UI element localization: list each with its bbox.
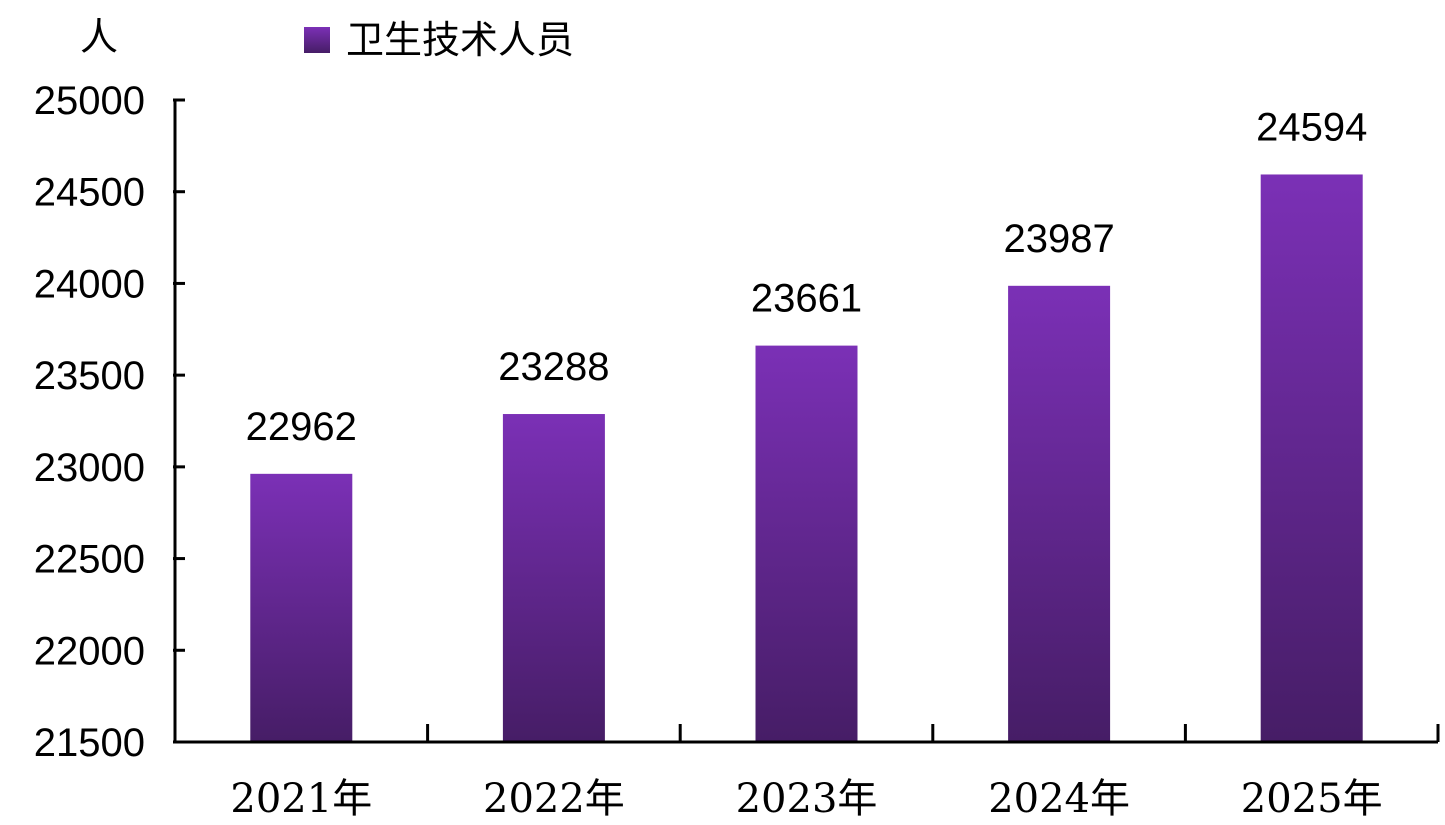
x-tick-label: 2023年 — [736, 776, 878, 822]
y-tick-label: 21500 — [34, 721, 145, 765]
legend: 卫生技术人员 — [304, 18, 574, 62]
y-tick-label: 23500 — [34, 354, 145, 398]
bar-5 — [1260, 174, 1363, 743]
data-label: 22962 — [246, 405, 357, 449]
data-label: 23288 — [498, 345, 609, 389]
bar-1 — [250, 473, 353, 742]
data-label: 23987 — [1003, 217, 1114, 261]
bars-group — [250, 174, 1363, 743]
y-tick-label: 24500 — [34, 171, 145, 215]
x-axis-ticks: 2021年 2022年 2023年 2024年 2025年 — [230, 724, 1440, 822]
data-labels-group: 22962 23288 23661 23987 24594 — [246, 105, 1368, 448]
y-tick-label: 23000 — [34, 446, 145, 490]
x-tick-label: 2024年 — [988, 776, 1130, 822]
bar-3 — [755, 345, 858, 742]
legend-swatch — [304, 27, 330, 53]
data-label: 23661 — [751, 277, 862, 321]
y-tick-label: 22500 — [34, 538, 145, 582]
data-label: 24594 — [1256, 105, 1367, 149]
x-tick-label: 2022年 — [483, 776, 625, 822]
y-axis-unit-label: 人 — [80, 15, 118, 59]
bar-2 — [502, 414, 605, 742]
y-tick-label: 24000 — [34, 262, 145, 306]
legend-label: 卫生技术人员 — [346, 18, 574, 62]
y-axis-ticks: 21500 22000 22500 23000 23500 24000 24500 25000 — [34, 79, 185, 765]
y-tick-label: 22000 — [34, 629, 145, 673]
x-tick-label: 2025年 — [1241, 776, 1383, 822]
bar-4 — [1008, 285, 1111, 742]
x-tick-label: 2021年 — [230, 776, 372, 822]
y-tick-label: 25000 — [34, 79, 145, 123]
